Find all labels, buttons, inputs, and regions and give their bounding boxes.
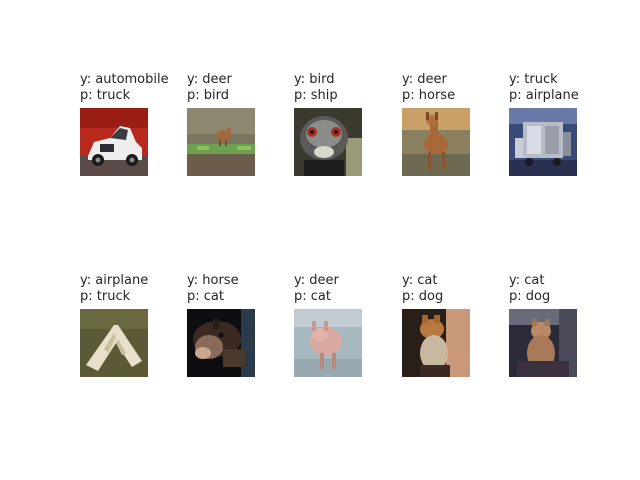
sample-cell: y: cat p: dog xyxy=(402,273,510,377)
true-label: y: cat xyxy=(402,273,438,288)
true-label: y: truck xyxy=(509,72,558,87)
predicted-label: p: cat xyxy=(294,289,331,304)
true-label: y: airplane xyxy=(80,273,149,288)
sample-image xyxy=(509,309,577,377)
sample-image xyxy=(402,309,470,377)
car-photo xyxy=(80,108,148,176)
sample-cell: y: deer p: horse xyxy=(402,72,510,176)
sample-image xyxy=(187,108,255,176)
predicted-label: p: truck xyxy=(80,289,131,304)
sample-image xyxy=(80,108,148,176)
predicted-label: p: horse xyxy=(402,88,456,103)
brown-deer-photo xyxy=(402,108,470,176)
tanker-truck-photo xyxy=(509,108,577,176)
pale-deer-photo xyxy=(294,309,362,377)
predicted-label: p: ship xyxy=(294,88,338,103)
predicted-label: p: dog xyxy=(509,289,551,304)
true-label: y: cat xyxy=(509,273,545,288)
sample-cell: y: cat p: dog xyxy=(509,273,617,377)
sample-cell: y: deer p: bird xyxy=(187,72,295,176)
true-label: y: bird xyxy=(294,72,335,87)
sample-image xyxy=(294,108,362,176)
true-label: y: deer xyxy=(402,72,447,87)
sample-cell: y: airplane p: truck xyxy=(80,273,188,377)
sample-cell: y: bird p: ship xyxy=(294,72,402,176)
dark-horse-head-photo xyxy=(187,309,255,377)
true-label: y: automobile xyxy=(80,72,169,87)
predicted-label: p: truck xyxy=(80,88,131,103)
true-label: y: horse xyxy=(187,273,239,288)
sample-cell: y: truck p: airplane xyxy=(509,72,617,176)
predicted-label: p: cat xyxy=(187,289,224,304)
predicted-label: p: airplane xyxy=(509,88,579,103)
sample-image xyxy=(402,108,470,176)
true-label: y: deer xyxy=(187,72,232,87)
cat-close-up-photo xyxy=(402,309,470,377)
sitting-cat-photo xyxy=(509,309,577,377)
sample-image xyxy=(80,309,148,377)
deer-in-grass-photo xyxy=(187,108,255,176)
ostrich-head-photo xyxy=(294,108,362,176)
sample-cell: y: deer p: cat xyxy=(294,273,402,377)
predicted-label: p: bird xyxy=(187,88,229,103)
sample-cell: y: horse p: cat xyxy=(187,273,295,377)
sample-image xyxy=(509,108,577,176)
predicted-label: p: dog xyxy=(402,289,444,304)
white-airplane-on-ground-photo xyxy=(80,309,148,377)
sample-cell: y: automobile p: truck xyxy=(80,72,188,176)
sample-image xyxy=(294,309,362,377)
sample-image xyxy=(187,309,255,377)
true-label: y: deer xyxy=(294,273,339,288)
